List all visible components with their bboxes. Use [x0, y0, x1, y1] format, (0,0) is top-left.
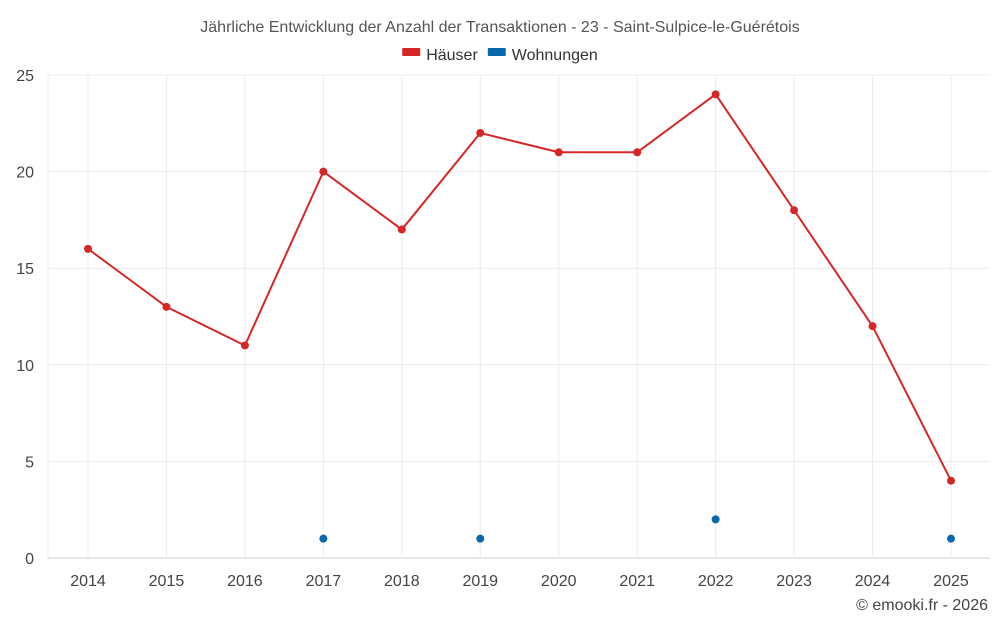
x-tick-label: 2017: [306, 573, 342, 590]
data-point[interactable]: [397, 225, 406, 234]
data-point[interactable]: [790, 206, 799, 215]
series-häuser: [84, 90, 955, 485]
x-tick-label: 2015: [149, 573, 185, 590]
data-point[interactable]: [319, 534, 328, 543]
data-point[interactable]: [476, 128, 485, 137]
y-tick-label: 15: [16, 261, 34, 278]
series-layer: [84, 90, 955, 543]
legend-label: Häuser: [426, 47, 478, 64]
chart-title: Jährliche Entwicklung der Anzahl der Tra…: [200, 19, 799, 36]
y-axis: 0 5 10 15 20 25: [16, 68, 34, 568]
data-point[interactable]: [476, 534, 485, 543]
x-tick-label: 2016: [227, 573, 263, 590]
data-point[interactable]: [711, 90, 720, 99]
x-tick-label: 2018: [384, 573, 420, 590]
x-tick-label: 2019: [462, 573, 498, 590]
x-tick-label: 2022: [698, 573, 734, 590]
x-tick-label: 2024: [855, 573, 891, 590]
legend-item-häuser[interactable]: Häuser: [402, 47, 478, 64]
data-point[interactable]: [162, 302, 171, 311]
data-point[interactable]: [319, 167, 328, 176]
y-tick-label: 0: [25, 551, 34, 568]
data-point[interactable]: [711, 515, 720, 524]
x-tick-label: 2021: [619, 573, 655, 590]
series-line: [87, 93, 952, 482]
data-point[interactable]: [554, 148, 563, 157]
data-point[interactable]: [84, 244, 92, 253]
legend-item-wohnungen[interactable]: Wohnungen: [487, 47, 598, 64]
x-tick-label: 2014: [70, 573, 106, 590]
legend-swatch: [402, 48, 421, 56]
y-tick-label: 10: [16, 358, 34, 375]
x-tick-label: 2025: [933, 573, 969, 590]
y-tick-label: 25: [16, 68, 34, 85]
data-point[interactable]: [947, 534, 955, 543]
y-tick-label: 5: [25, 454, 34, 471]
data-point[interactable]: [868, 322, 877, 331]
data-point[interactable]: [240, 341, 249, 350]
data-point[interactable]: [633, 148, 642, 157]
credit-text: © emooki.fr - 2026: [856, 597, 988, 614]
x-axis: 2014 2015 2016 2017 2018 2019 2020 2021 2022 2023…: [70, 573, 969, 590]
grid: [47, 74, 990, 559]
data-point[interactable]: [947, 476, 955, 485]
legend-label: Wohnungen: [512, 47, 598, 64]
y-tick-label: 20: [16, 165, 34, 182]
x-tick-label: 2023: [776, 573, 812, 590]
x-tick-label: 2020: [541, 573, 577, 590]
series-wohnungen: [319, 515, 955, 543]
legend: Häuser Wohnungen: [402, 47, 598, 64]
legend-swatch: [487, 48, 506, 56]
